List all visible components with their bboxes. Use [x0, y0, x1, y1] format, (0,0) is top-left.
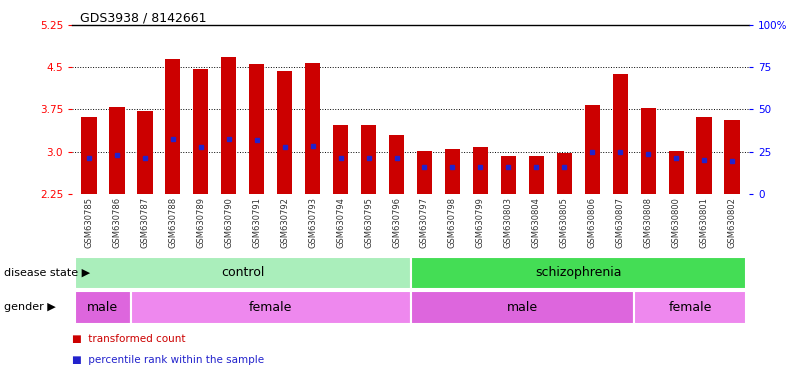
Text: ■  percentile rank within the sample: ■ percentile rank within the sample — [72, 355, 264, 365]
Bar — [333, 125, 348, 194]
Text: GSM630793: GSM630793 — [308, 197, 317, 248]
Bar — [529, 156, 544, 194]
Bar — [221, 57, 236, 194]
Bar — [669, 151, 684, 194]
Bar — [165, 59, 180, 194]
Bar — [249, 65, 264, 194]
Text: GSM630804: GSM630804 — [532, 197, 541, 248]
Text: GSM630801: GSM630801 — [700, 197, 709, 248]
Bar — [613, 74, 628, 194]
Text: GSM630789: GSM630789 — [196, 197, 205, 248]
Text: GSM630788: GSM630788 — [168, 197, 177, 248]
Text: GSM630790: GSM630790 — [224, 197, 233, 248]
Text: GDS3938 / 8142661: GDS3938 / 8142661 — [80, 12, 207, 25]
Bar — [634, 291, 747, 324]
Bar — [81, 117, 97, 194]
Bar — [410, 291, 634, 324]
Text: ■  transformed count: ■ transformed count — [72, 334, 186, 344]
Bar — [724, 119, 740, 194]
Bar — [109, 107, 124, 194]
Text: GSM630803: GSM630803 — [504, 197, 513, 248]
Bar — [193, 70, 208, 194]
Text: male: male — [507, 301, 538, 314]
Text: GSM630797: GSM630797 — [420, 197, 429, 248]
Text: GSM630798: GSM630798 — [448, 197, 457, 248]
Text: GSM630796: GSM630796 — [392, 197, 401, 248]
Text: GSM630792: GSM630792 — [280, 197, 289, 248]
Bar — [361, 125, 376, 194]
Text: GSM630791: GSM630791 — [252, 197, 261, 248]
Bar — [74, 291, 131, 324]
Bar — [417, 151, 433, 194]
Bar — [131, 291, 410, 324]
Text: GSM630802: GSM630802 — [727, 197, 737, 248]
Bar — [473, 147, 488, 194]
Text: GSM630806: GSM630806 — [588, 197, 597, 248]
Text: control: control — [221, 266, 264, 279]
Text: female: female — [669, 301, 712, 314]
Bar — [388, 135, 405, 194]
Text: GSM630799: GSM630799 — [476, 197, 485, 248]
Bar — [137, 111, 152, 194]
Bar — [277, 71, 292, 194]
Bar — [410, 257, 747, 289]
Text: GSM630786: GSM630786 — [112, 197, 121, 248]
Text: gender ▶: gender ▶ — [4, 302, 56, 313]
Bar — [74, 257, 410, 289]
Bar — [445, 149, 460, 194]
Text: disease state ▶: disease state ▶ — [4, 268, 91, 278]
Bar — [305, 63, 320, 194]
Text: GSM630800: GSM630800 — [672, 197, 681, 248]
Text: GSM630794: GSM630794 — [336, 197, 345, 248]
Text: female: female — [249, 301, 292, 314]
Bar — [585, 106, 600, 194]
Bar — [697, 117, 712, 194]
Text: GSM630795: GSM630795 — [364, 197, 373, 248]
Bar — [501, 156, 516, 194]
Text: GSM630787: GSM630787 — [140, 197, 149, 248]
Text: GSM630785: GSM630785 — [84, 197, 94, 248]
Bar — [641, 108, 656, 194]
Text: GSM630807: GSM630807 — [616, 197, 625, 248]
Text: male: male — [87, 301, 119, 314]
Bar — [557, 153, 572, 194]
Text: GSM630805: GSM630805 — [560, 197, 569, 248]
Text: schizophrenia: schizophrenia — [535, 266, 622, 279]
Text: GSM630808: GSM630808 — [644, 197, 653, 248]
